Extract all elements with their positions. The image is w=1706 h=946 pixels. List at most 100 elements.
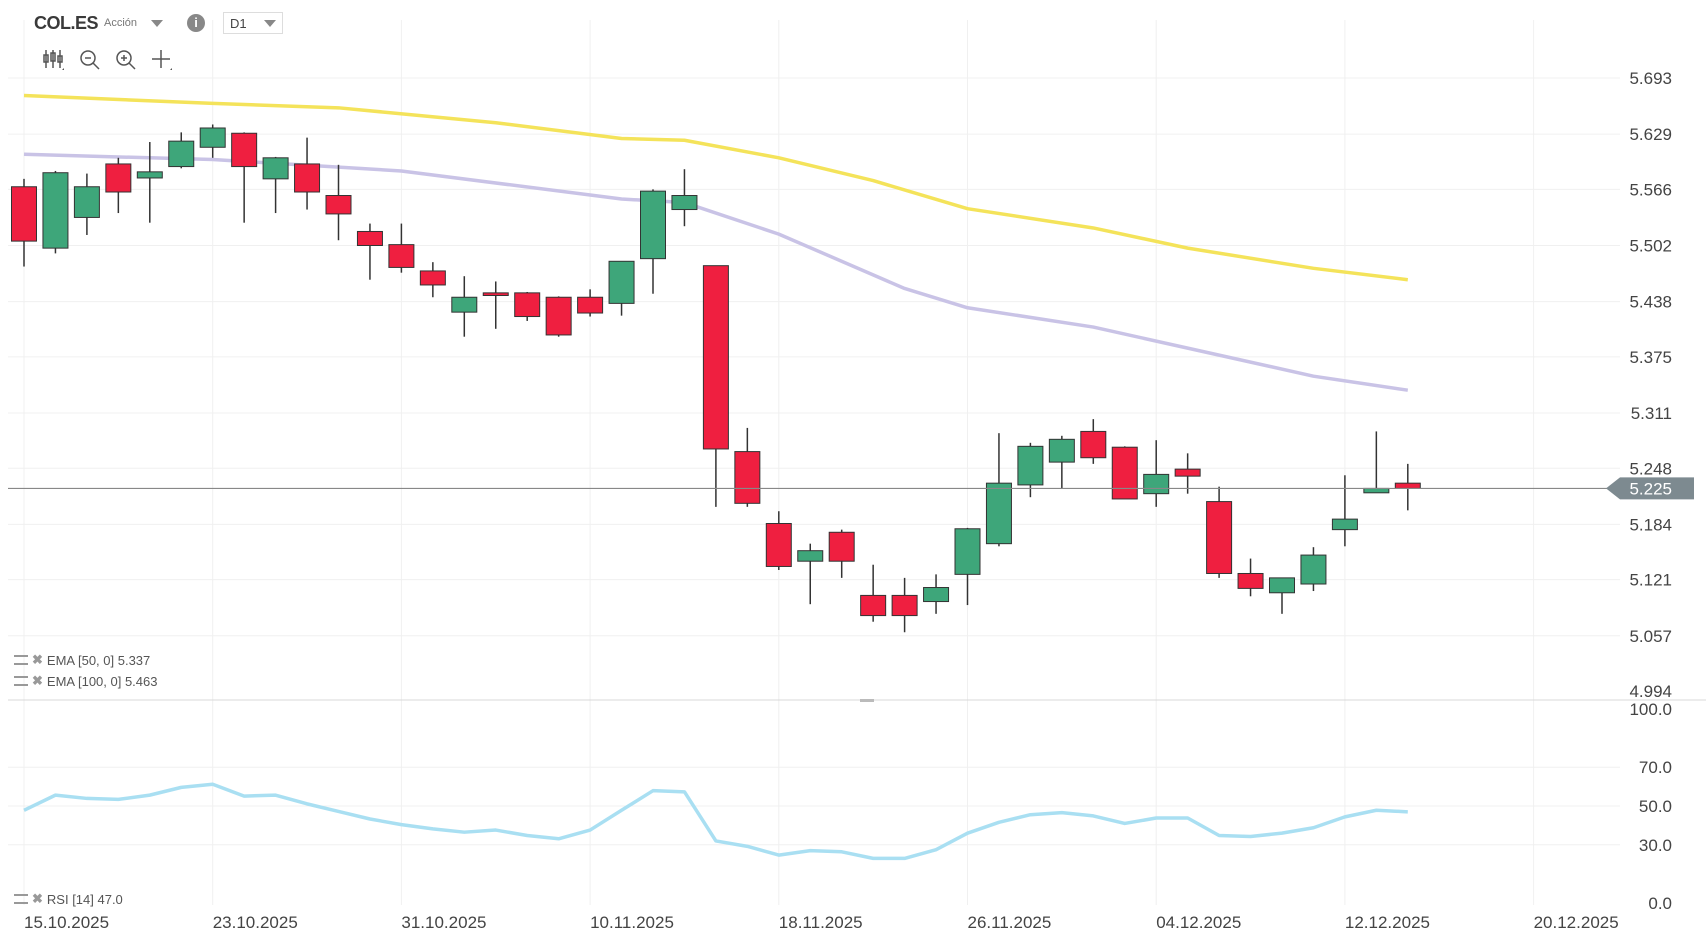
candle-body <box>923 587 950 603</box>
ema100-line <box>23 93 1409 282</box>
date-tick-label: 10.11.2025 <box>590 913 674 932</box>
chart-header: COL.ES Acción i D1 <box>34 12 284 34</box>
candle <box>545 296 572 337</box>
candle <box>231 132 258 223</box>
legend-ema100[interactable]: ✖ EMA [100, 0] 5.463 <box>14 673 157 689</box>
candle-body <box>325 195 352 215</box>
candle-body <box>765 522 792 567</box>
candle-body <box>640 190 666 260</box>
candle <box>294 137 321 210</box>
candle-body <box>828 531 855 562</box>
candle-body <box>451 296 478 313</box>
ema50-line <box>23 152 1409 392</box>
remove-icon[interactable]: ✖ <box>32 673 43 688</box>
candle-body <box>11 186 37 242</box>
legend-ema50[interactable]: ✖ EMA [50, 0] 5.337 <box>14 652 150 668</box>
candle <box>1206 486 1233 578</box>
candle <box>168 132 195 169</box>
remove-icon[interactable]: ✖ <box>32 891 43 906</box>
candle-body <box>734 451 761 504</box>
rsi-line <box>23 782 1408 861</box>
candle <box>419 262 446 298</box>
candle <box>1111 446 1138 500</box>
candle-body <box>545 296 572 336</box>
candle-body <box>1174 468 1201 477</box>
date-tick-label: 23.10.2025 <box>213 913 298 932</box>
candle-body <box>1080 430 1107 459</box>
candle <box>797 543 824 605</box>
candle-body <box>388 244 415 268</box>
price-tick-label: 5.057 <box>1629 627 1672 646</box>
candle-body <box>985 482 1012 545</box>
rsi-tick-label: 50.0 <box>1639 797 1672 816</box>
candle-body <box>1394 482 1421 489</box>
candle <box>608 260 635 316</box>
candle-body <box>671 195 698 211</box>
candle <box>702 265 729 507</box>
candle-body <box>797 550 824 562</box>
ema-lines <box>23 93 1409 392</box>
price-tick-label: 5.248 <box>1629 459 1672 478</box>
legend-rsi[interactable]: ✖ RSI [14] 47.0 <box>14 891 123 907</box>
candle <box>1237 558 1264 597</box>
candle <box>11 178 37 267</box>
candle <box>105 157 132 214</box>
candle <box>891 577 918 633</box>
remove-icon[interactable]: ✖ <box>32 652 43 667</box>
candle-body <box>1331 518 1358 531</box>
price-tick-label: 5.566 <box>1629 180 1672 199</box>
candle <box>860 564 887 622</box>
candle-body <box>577 296 604 314</box>
candle <box>1269 577 1295 614</box>
candle-body <box>1363 487 1390 494</box>
date-tick-label: 12.12.2025 <box>1345 913 1430 932</box>
chart-type-icon[interactable] <box>42 48 64 70</box>
price-tick-label: 5.375 <box>1629 348 1672 367</box>
date-tick-label: 26.11.2025 <box>968 913 1052 932</box>
current-price-tag <box>1606 477 1694 500</box>
price-tick-label: 5.121 <box>1629 571 1672 590</box>
candle-body <box>231 132 258 168</box>
candle <box>451 276 478 337</box>
price-tick-label: 5.629 <box>1629 125 1672 144</box>
candle-body <box>73 186 100 218</box>
candle-body <box>136 171 163 179</box>
candle <box>356 223 383 280</box>
chevron-down-icon <box>264 19 277 27</box>
symbol-label[interactable]: COL.ES <box>34 12 99 33</box>
panel-resize-handle <box>860 699 874 702</box>
candles <box>11 124 1421 633</box>
settings-icon[interactable] <box>14 894 28 904</box>
candle-body <box>262 157 289 180</box>
timeframe-select[interactable]: D1 <box>223 12 284 34</box>
legend-ema50-label: EMA [50, 0] 5.337 <box>46 652 151 668</box>
legend-ema100-label: EMA [100, 0] 5.463 <box>46 673 158 689</box>
candle-body <box>199 127 226 148</box>
candle <box>262 156 289 214</box>
symbol-dropdown-icon[interactable] <box>151 19 164 27</box>
zoom-out-icon[interactable] <box>78 48 100 70</box>
zoom-in-icon[interactable] <box>114 48 136 70</box>
candle <box>199 124 226 158</box>
candle <box>73 173 100 235</box>
price-tick-label: 5.184 <box>1629 515 1672 534</box>
candle <box>482 281 509 329</box>
current-price-label: 5.225 <box>1629 479 1672 498</box>
settings-icon[interactable] <box>14 676 28 686</box>
legend-rsi-label: RSI [14] 47.0 <box>46 891 123 907</box>
date-tick-label: 15.10.2025 <box>24 913 109 932</box>
price-tick-label: 4.994 <box>1629 682 1672 701</box>
crosshair-move-icon[interactable] <box>150 48 172 70</box>
candle <box>985 433 1012 547</box>
candle <box>1363 431 1390 494</box>
candle-body <box>514 292 541 318</box>
candle <box>1394 463 1421 511</box>
candle <box>1300 547 1327 592</box>
price-tick-label: 5.438 <box>1629 293 1672 312</box>
candle-body <box>608 260 635 304</box>
info-icon[interactable]: i <box>187 14 206 32</box>
candle-body <box>105 163 132 193</box>
settings-icon[interactable] <box>14 655 28 665</box>
candle <box>954 527 981 606</box>
